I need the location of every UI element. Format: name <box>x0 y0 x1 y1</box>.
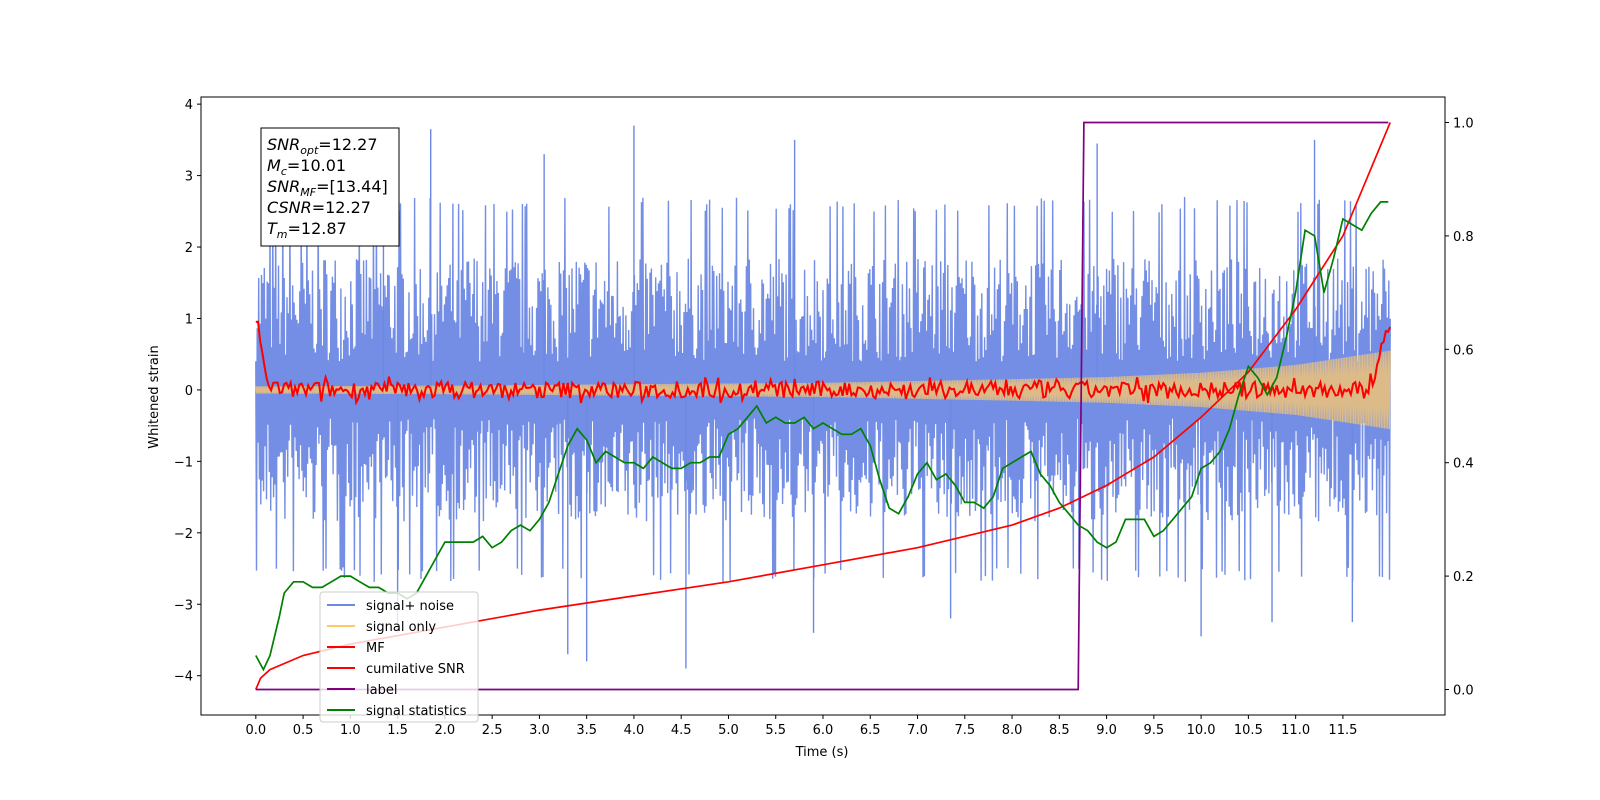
y2-tick-label: 0.4 <box>1453 457 1474 472</box>
x-tick-label: 7.5 <box>954 723 975 738</box>
y-tick-label: 0 <box>185 384 193 399</box>
x-tick-label: 8.0 <box>1002 723 1023 738</box>
y2-tick-label: 0.0 <box>1453 683 1474 698</box>
x-tick-label: 10.5 <box>1234 723 1263 738</box>
annotation-line: CSNR=12.27 <box>267 198 371 217</box>
annotation-line: SNRMF=[13.44] <box>267 177 388 199</box>
x-tick-label: 1.0 <box>340 723 361 738</box>
series-cumilative-snr <box>255 122 1391 690</box>
y-tick-label: 4 <box>185 98 193 113</box>
y-tick-label: −1 <box>174 455 193 470</box>
annotation-frame <box>260 127 400 247</box>
series-mf <box>255 320 1392 406</box>
stats-annotation-box: SNRopt=12.27Mc=10.01SNRMF=[13.44]CSNR=12… <box>260 127 400 247</box>
annotation-line: Mc=10.01 <box>267 156 346 178</box>
y-tick-label: 1 <box>185 312 193 327</box>
y-tick-label: −4 <box>174 670 193 685</box>
y-tick-label: 3 <box>185 170 193 185</box>
y-axis-left: 4 3 2 1 0 −1 −2 −3 −4 <box>174 98 201 685</box>
legend-frame <box>319 591 479 723</box>
y2-tick-label: 0.8 <box>1453 230 1474 245</box>
y2-tick-label: 1.0 <box>1453 117 1474 132</box>
x-tick-label: 11.5 <box>1328 723 1357 738</box>
x-tick-label: 4.0 <box>624 723 645 738</box>
x-tick-label: 5.0 <box>718 723 739 738</box>
y-tick-label: −3 <box>174 598 193 613</box>
x-tick-label: 6.5 <box>860 723 881 738</box>
x-tick-label: 11.0 <box>1281 723 1310 738</box>
series-label <box>255 121 1389 691</box>
plot-area <box>255 121 1392 691</box>
x-tick-label: 1.5 <box>387 723 408 738</box>
y-tick-label: 2 <box>185 241 193 256</box>
x-tick-label: 10.0 <box>1187 723 1216 738</box>
x-tick-label: 2.0 <box>435 723 456 738</box>
legend-label: signal+ noise <box>366 599 454 614</box>
x-tick-label: 2.5 <box>482 723 503 738</box>
legend-label: cumilative SNR <box>366 662 465 677</box>
x-tick-label: 7.0 <box>907 723 928 738</box>
legend: signal+ noise signal only MF cumilative SNR… <box>319 591 479 723</box>
x-tick-label: 5.5 <box>765 723 786 738</box>
y-axis-title: Whitened strain <box>147 345 162 448</box>
series-signal-statistics <box>255 201 1389 672</box>
legend-label: label <box>366 683 397 698</box>
x-tick-label: 9.0 <box>1096 723 1117 738</box>
y-tick-label: −2 <box>174 527 193 542</box>
x-tick-label: 8.5 <box>1049 723 1070 738</box>
x-tick-label: 6.0 <box>813 723 834 738</box>
y2-tick-label: 0.2 <box>1453 570 1474 585</box>
x-tick-label: 3.0 <box>529 723 550 738</box>
annotation-line: SNRopt=12.27 <box>267 135 378 157</box>
legend-label: MF <box>366 641 385 656</box>
x-axis-title: Time (s) <box>795 745 849 760</box>
x-tick-label: 0.0 <box>245 723 266 738</box>
legend-label: signal only <box>366 620 436 635</box>
legend-label: signal statistics <box>366 704 467 719</box>
x-tick-label: 9.5 <box>1144 723 1165 738</box>
y2-tick-label: 0.6 <box>1453 343 1474 358</box>
x-tick-label: 4.5 <box>671 723 692 738</box>
annotation-line: Tm=12.87 <box>267 219 347 241</box>
x-tick-label: 0.5 <box>293 723 314 738</box>
x-axis: 0.0 0.5 1.0 1.5 2.0 2.5 3.0 3.5 4.0 4.5 5.0 5.5 6.0 6… <box>245 715 1357 738</box>
y-axis-right: 1.0 0.8 0.6 0.4 0.2 0.0 <box>1445 117 1474 698</box>
x-tick-label: 3.5 <box>576 723 597 738</box>
